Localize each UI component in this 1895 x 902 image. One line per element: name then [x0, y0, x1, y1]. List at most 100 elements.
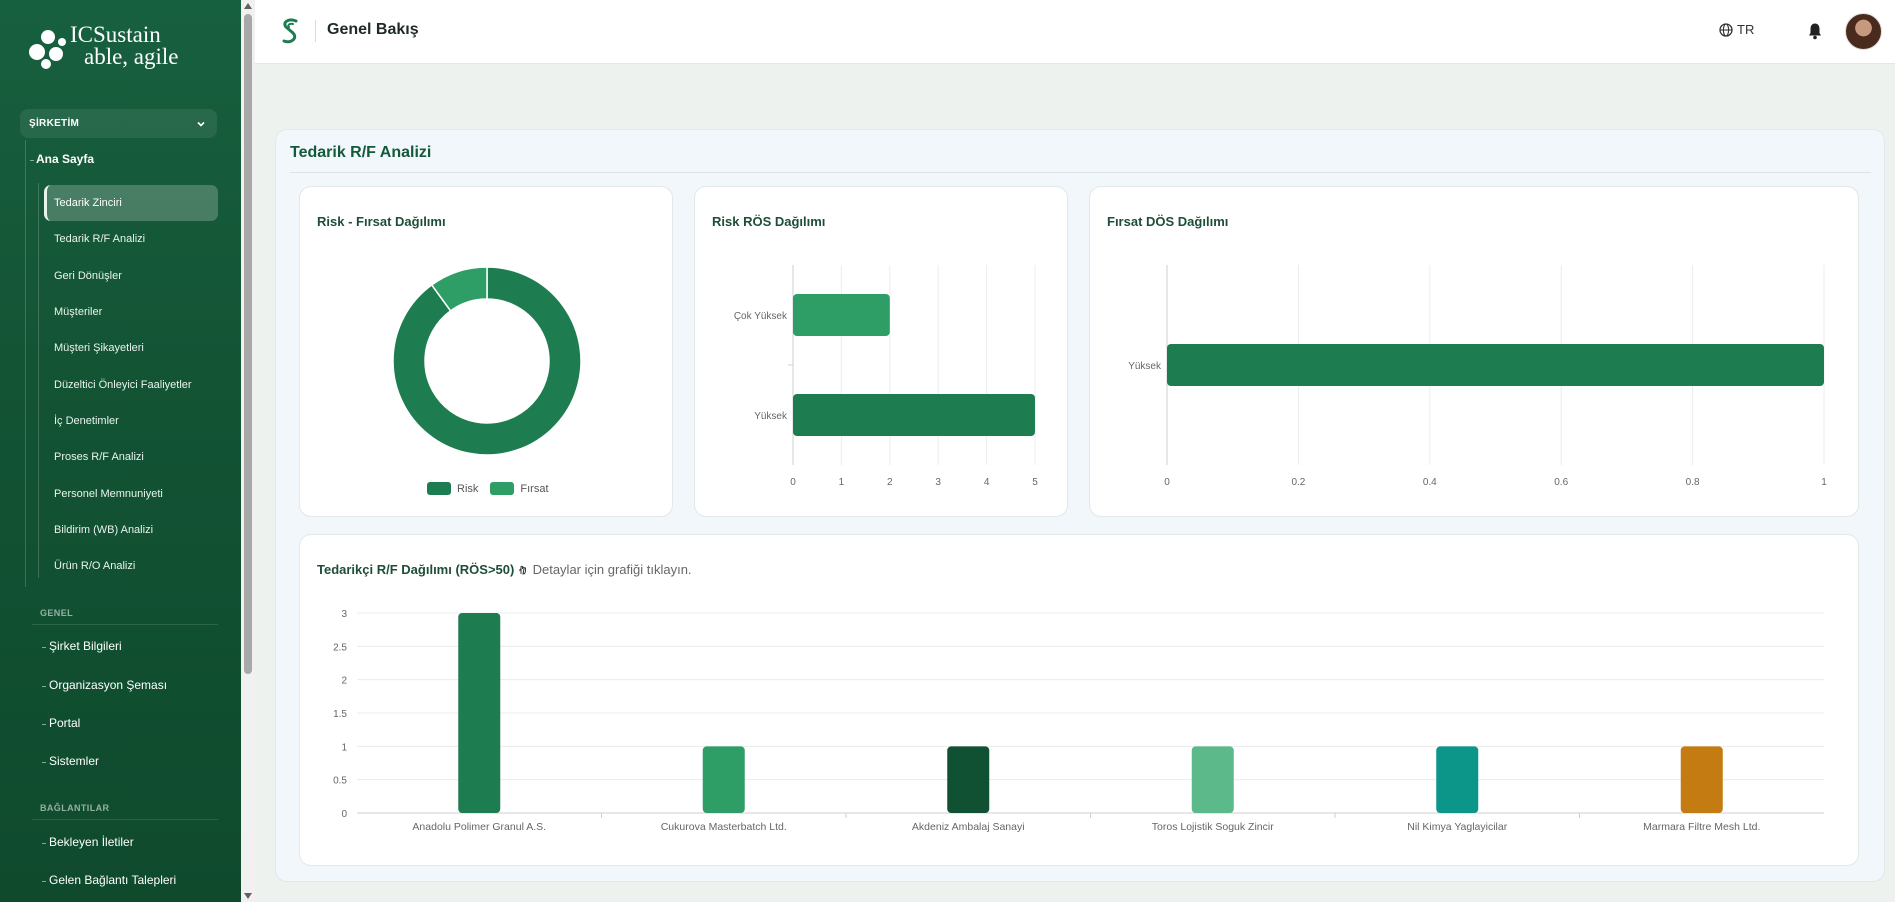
- opportunity-bar-chart[interactable]: 0 0.2 0.4 0.6 0.8 1 Yüksek: [1090, 187, 1860, 518]
- chevron-down-icon: [197, 121, 205, 127]
- x-tick-label: 3: [935, 477, 941, 488]
- x-tick-label: 1: [1821, 477, 1827, 488]
- y-tick-label: Yüksek: [754, 411, 788, 422]
- legend-label-firsat: Fırsat: [520, 482, 549, 495]
- nav-sirket-bilgileri[interactable]: Şirket Bilgileri: [42, 639, 122, 653]
- section-title: Tedarik R/F Analizi: [290, 144, 432, 161]
- y-tick-label: Çok Yüksek: [734, 311, 788, 322]
- supplier-chart-title-text: Tedarikçi R/F Dağılımı (RÖS>50): [317, 562, 515, 577]
- nav-home[interactable]: Ana Sayfa: [29, 152, 95, 166]
- x-tick-label: Nil Kimya Yaglayicilar: [1407, 821, 1507, 833]
- subnav-item-personel[interactable]: Personel Memnuniyeti: [54, 487, 163, 500]
- x-tick-label: 0.2: [1291, 477, 1305, 488]
- x-tick-label: Anadolu Polimer Granul A.S.: [412, 821, 546, 833]
- subnav-item-bildirim[interactable]: Bildirim (WB) Analizi: [54, 523, 154, 536]
- x-tick-label: 4: [984, 477, 990, 488]
- y-tick-label: 2.5: [333, 642, 347, 653]
- x-tick-label: Akdeniz Ambalaj Sanayi: [912, 821, 1025, 833]
- bar-0[interactable]: [1167, 344, 1824, 386]
- language-label: TR: [1737, 22, 1755, 37]
- subnav-item-tedarik-rf[interactable]: Tedarik R/F Analizi: [54, 233, 146, 246]
- scroll-up-icon[interactable]: [244, 3, 252, 9]
- tree-line-sub: [38, 183, 39, 578]
- legend-label-risk: Risk: [457, 482, 479, 495]
- globe-icon: [1719, 22, 1733, 37]
- bar-5[interactable]: [1680, 746, 1723, 813]
- company-logo[interactable]: ICSustain able, agile: [26, 22, 226, 72]
- bar-1[interactable]: [793, 394, 1035, 436]
- x-tick-label: 0.4: [1423, 477, 1437, 488]
- subnav-item-geri-donusler[interactable]: Geri Dönüşler: [54, 269, 122, 282]
- divider: [32, 624, 218, 625]
- x-tick-label: 1: [839, 477, 845, 488]
- group-label-genel: GENEL: [40, 608, 74, 618]
- subnav-item-tedarik-zinciri[interactable]: Tedarik Zinciri: [44, 185, 218, 222]
- divider: [290, 172, 1871, 173]
- nav-bekleyen-iletiler[interactable]: Bekleyen İletiler: [42, 835, 134, 849]
- x-tick-label: Cukurova Masterbatch Ltd.: [661, 821, 787, 833]
- group-label-baglantilar: BAĞLANTILAR: [40, 803, 110, 813]
- sidebar-scrollbar[interactable]: [241, 0, 255, 902]
- y-tick-label: 1.5: [333, 709, 347, 720]
- legend-swatch-risk[interactable]: [427, 482, 451, 495]
- bar-0[interactable]: [793, 294, 890, 336]
- opportunity-dos-card: Fırsat DÖS Dağılımı 0 0.2 0.4 0.6 0.8 1 Yüksek: [1089, 186, 1859, 517]
- nav-gelen-baglanti[interactable]: Gelen Bağlantı Talepleri: [41, 873, 177, 887]
- risk-ros-card: Risk RÖS Dağılımı 0 1 2 3 4 5 Çok Yüksek Yüksek: [694, 186, 1068, 517]
- x-tick-label: 0.8: [1686, 477, 1700, 488]
- top-header: Genel Bakış TR: [255, 0, 1895, 64]
- subnav-item-musteriler[interactable]: Müşteriler: [54, 306, 103, 319]
- bar-2[interactable]: [947, 746, 990, 813]
- nav-sistemler[interactable]: Sistemler: [41, 754, 100, 768]
- language-selector[interactable]: TR: [1719, 22, 1754, 37]
- supplier-bar-chart[interactable]: 0 0.5 1 1.5 2 2.5 3 Anadolu Polimer Granul A.S.…: [300, 535, 1860, 867]
- logo-text: ICSustain able, agile: [70, 22, 179, 68]
- section-label: ŞİRKETİM: [29, 118, 80, 129]
- supplier-chart-hint: Detaylar için grafiği tıklayın.: [532, 562, 692, 577]
- donut-slice-0[interactable]: [392, 266, 582, 456]
- logo-line-1: ICSustain: [70, 22, 161, 47]
- donut-legend: Risk Fırsat: [427, 482, 561, 495]
- donut-chart-title: Risk - Fırsat Dağılımı: [317, 214, 446, 229]
- supplier-chart-title: Tedarikçi R/F Dağılımı (RÖS>50) Detaylar…: [317, 562, 692, 577]
- y-tick-label: 0: [341, 809, 347, 820]
- subnav-item-dof[interactable]: Düzeltici Önleyici Faaliyetler: [54, 378, 192, 391]
- donut-slice-1[interactable]: [430, 266, 488, 312]
- pointer-hand-icon: [519, 565, 526, 575]
- nav-portal[interactable]: Portal: [41, 716, 81, 730]
- y-tick-label: 2: [341, 676, 347, 687]
- risk-bar-chart[interactable]: 0 1 2 3 4 5 Çok Yüksek Yüksek: [695, 187, 1069, 518]
- x-tick-label: 0: [1164, 477, 1170, 488]
- bar-1[interactable]: [702, 746, 745, 813]
- x-tick-label: Marmara Filtre Mesh Ltd.: [1643, 821, 1760, 833]
- bar-4[interactable]: [1436, 746, 1479, 813]
- bar-0[interactable]: [458, 613, 501, 813]
- legend-swatch-firsat[interactable]: [490, 482, 515, 495]
- x-tick-label: 5: [1032, 477, 1038, 488]
- scroll-thumb[interactable]: [244, 14, 252, 674]
- tree-line: [25, 140, 26, 587]
- logo-mark-icon: [29, 30, 66, 69]
- nav-organizasyon-semasi[interactable]: Organizasyon Şeması: [41, 678, 168, 692]
- bell-icon[interactable]: [1807, 22, 1823, 40]
- subnav: Tedarik Zinciri Tedarik R/F Analizi Geri…: [44, 185, 218, 584]
- divider: [32, 819, 218, 820]
- sidebar: ICSustain able, agile ŞİRKETİM Ana Sayfa…: [0, 0, 241, 902]
- y-tick-label: Yüksek: [1128, 361, 1162, 372]
- scroll-down-icon[interactable]: [244, 893, 252, 899]
- header-separator: [315, 20, 316, 42]
- subnav-item-proses-rf[interactable]: Proses R/F Analizi: [54, 451, 144, 464]
- subnav-item-ic-denetimler[interactable]: İç Denetimler: [54, 414, 119, 427]
- user-avatar[interactable]: [1845, 13, 1882, 50]
- section-toggle-sirketim[interactable]: ŞİRKETİM: [20, 109, 217, 138]
- x-tick-label: 2: [887, 477, 893, 488]
- subnav-item-musteri-sikayetleri[interactable]: Müşteri Şikayetleri: [54, 342, 144, 355]
- supplier-distribution-card: Tedarikçi R/F Dağılımı (RÖS>50) Detaylar…: [299, 534, 1859, 866]
- bar-3[interactable]: [1191, 746, 1234, 813]
- y-tick-label: 1: [341, 742, 347, 753]
- opportunity-chart-title: Fırsat DÖS Dağılımı: [1107, 214, 1229, 229]
- subnav-item-urun-ro[interactable]: Ürün R/O Analizi: [54, 560, 136, 573]
- brand-s-icon[interactable]: [279, 17, 301, 45]
- y-tick-label: 3: [341, 609, 347, 620]
- donut-chart[interactable]: [300, 187, 674, 518]
